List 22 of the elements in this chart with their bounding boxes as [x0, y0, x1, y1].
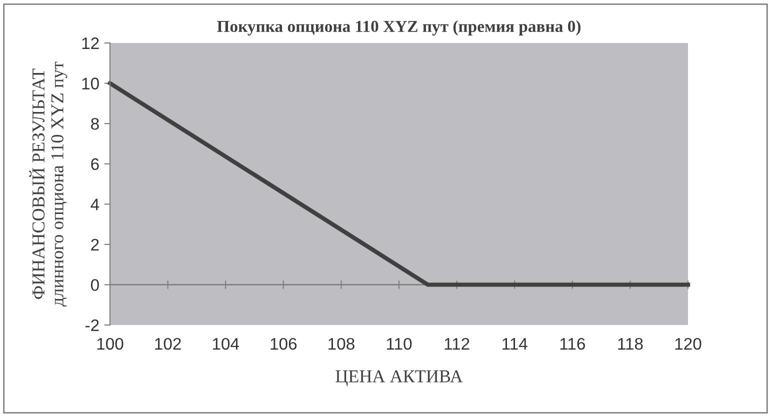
- x-tick-label: 104: [212, 338, 240, 350]
- y-tick-label: 12: [82, 37, 99, 50]
- x-tick-label: 102: [155, 338, 181, 350]
- x-axis-title: ЦЕНА АКТИВА: [336, 370, 463, 386]
- x-tick-label: 116: [560, 338, 585, 350]
- x-tick-label: 108: [328, 338, 354, 350]
- y-tick-label: 10: [82, 78, 99, 90]
- x-tick-label: 112: [444, 338, 470, 350]
- y-tick-label: 8: [91, 118, 99, 130]
- x-tick-label: 114: [502, 338, 528, 350]
- y-tick-label: -2: [86, 319, 99, 332]
- y-tick-label: 6: [91, 158, 99, 170]
- y-tick-label: 2: [91, 238, 99, 250]
- x-tick-label: 118: [618, 338, 643, 350]
- chart-title: Покупка опциона 110 XYZ пут (премия равна 0): [217, 20, 580, 36]
- y-tick-label: 0: [90, 279, 99, 291]
- x-tick-label: 120: [675, 338, 702, 350]
- x-tick-label: 100: [97, 338, 124, 350]
- x-tick-label: 106: [270, 338, 297, 350]
- y-tick-label: 4: [90, 198, 100, 210]
- y-axis-title: ФИНАНСОВЫЙ РЕЗУЛЬТАТ длинного опциона 110 XYZ пут: [29, 62, 68, 307]
- x-tick-label: 110: [386, 338, 412, 350]
